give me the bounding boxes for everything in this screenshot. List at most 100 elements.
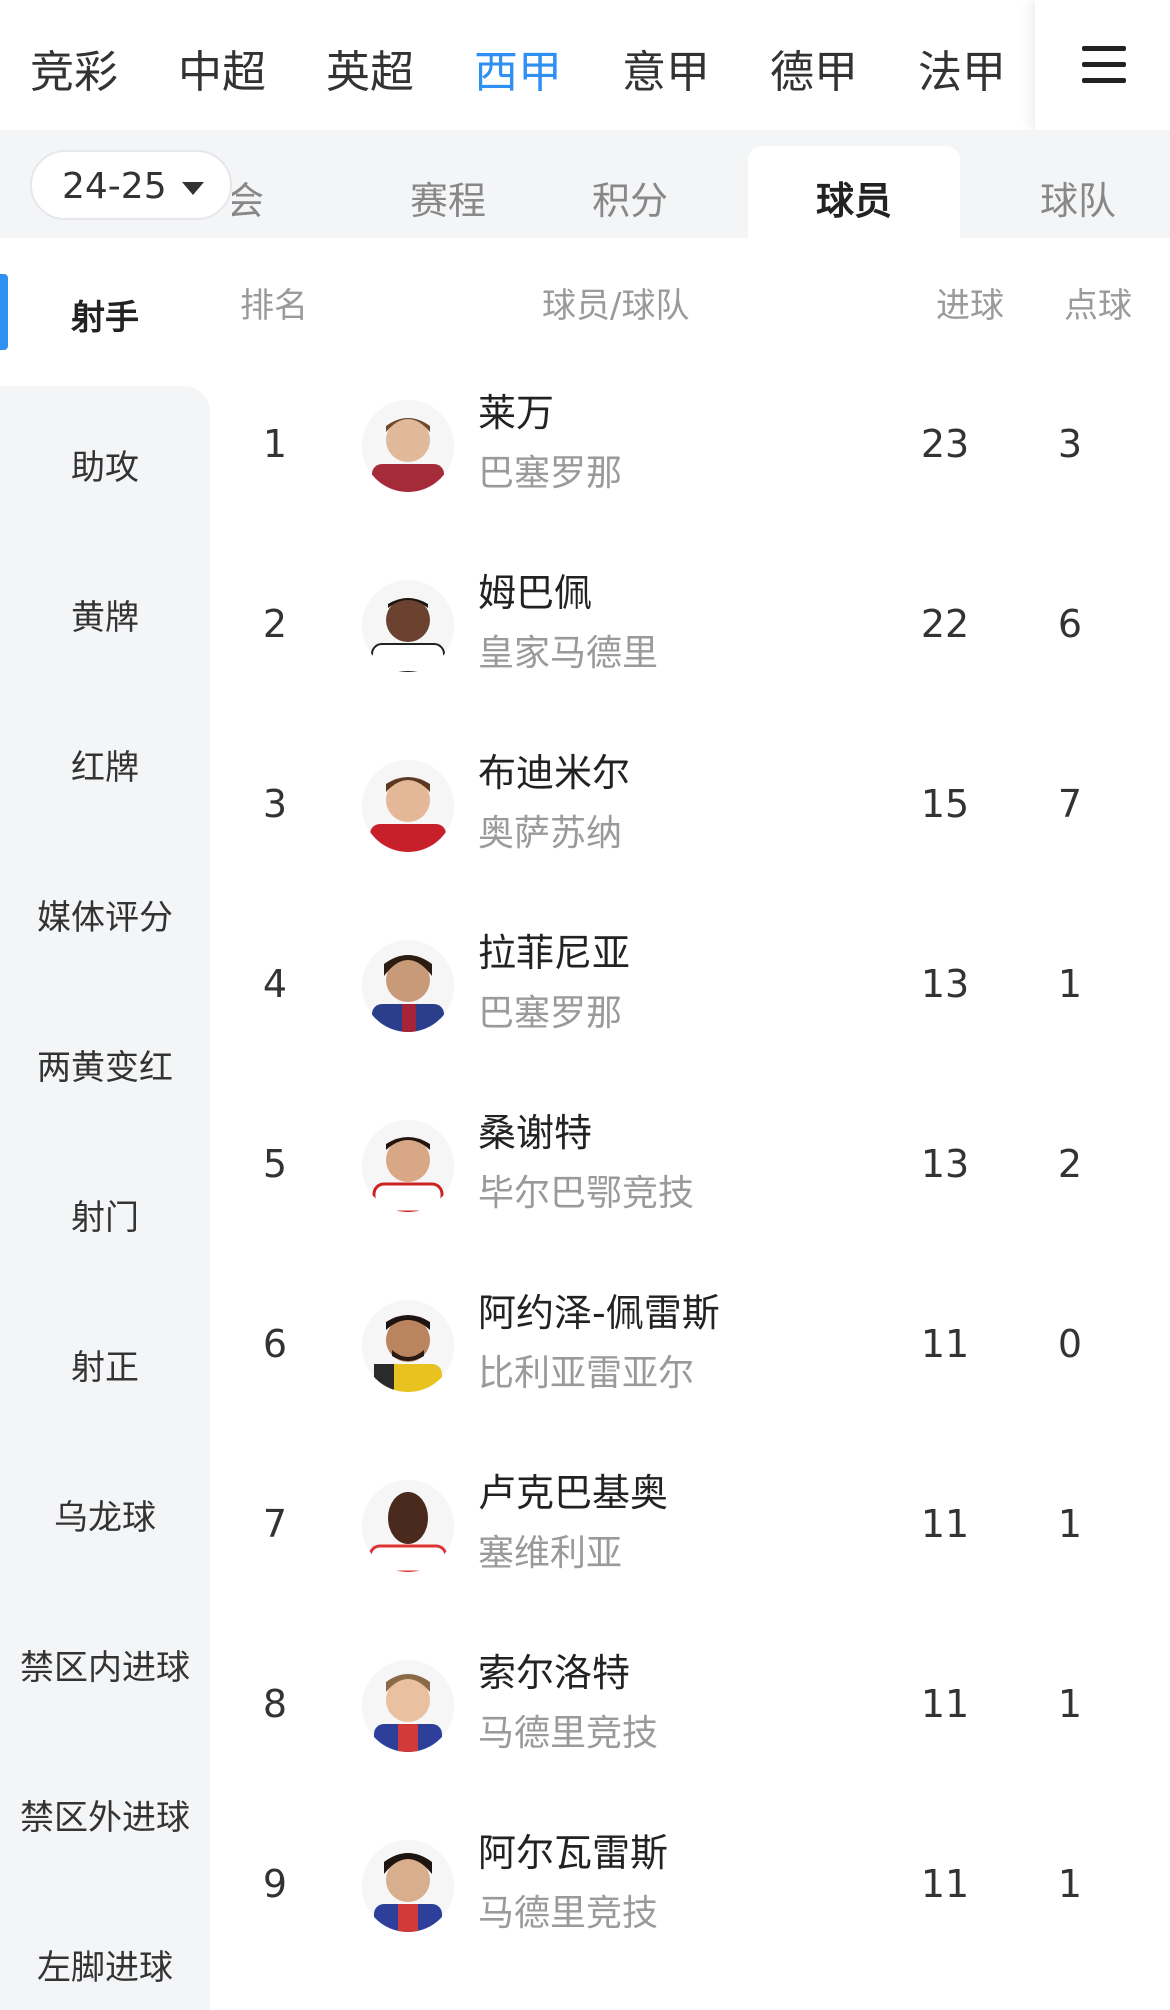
caret-down-icon bbox=[182, 182, 204, 195]
penalties-value: 1 bbox=[1057, 962, 1083, 1006]
penalties-value: 1 bbox=[1057, 1502, 1083, 1546]
penalties-value: 0 bbox=[1057, 1322, 1083, 1366]
player-team: 巴塞罗那 bbox=[478, 453, 623, 494]
player-name: 布迪米尔 bbox=[478, 751, 631, 795]
player-avatar bbox=[362, 940, 454, 1032]
season-selector[interactable]: 24-25 bbox=[30, 150, 232, 220]
player-avatar bbox=[362, 760, 454, 852]
player-name: 姆巴佩 bbox=[478, 571, 593, 615]
sidebar-item-own-goals[interactable]: 乌龙球 bbox=[54, 1498, 156, 1538]
hamburger-menu-icon bbox=[1082, 46, 1126, 84]
tab-schedule[interactable]: 赛程 bbox=[410, 179, 487, 223]
rank-value: 5 bbox=[262, 1142, 288, 1186]
goals-value: 11 bbox=[920, 1862, 970, 1906]
rank-value: 9 bbox=[262, 1862, 288, 1906]
player-avatar bbox=[362, 1300, 454, 1392]
sidebar-item-left-foot-goals[interactable]: 左脚进球 bbox=[37, 1948, 173, 1988]
goals-value: 11 bbox=[920, 1682, 970, 1726]
stat-category-sidebar: 射手 助攻 黄牌 红牌 媒体评分 两黄变红 射门 射正 乌龙球 禁区内进球 禁区… bbox=[0, 238, 210, 2010]
table-row[interactable]: 1 莱万 巴塞罗那 23 3 bbox=[210, 358, 1170, 538]
tab-players[interactable]: 球员 bbox=[816, 179, 893, 223]
sidebar-item-inside-box-goals[interactable]: 禁区内进球 bbox=[20, 1648, 190, 1688]
penalties-value: 7 bbox=[1057, 782, 1083, 826]
active-category-indicator bbox=[0, 274, 8, 350]
league-tab-bundesliga[interactable]: 德甲 bbox=[770, 47, 858, 98]
active-tab-background bbox=[748, 146, 960, 242]
sidebar-item-yellow-cards[interactable]: 黄牌 bbox=[71, 598, 139, 638]
sidebar-background bbox=[0, 386, 210, 2010]
player-name: 阿约泽-佩雷斯 bbox=[478, 1291, 720, 1335]
player-team: 马德里竞技 bbox=[478, 1713, 659, 1754]
goals-value: 13 bbox=[920, 1142, 970, 1186]
goals-value: 11 bbox=[920, 1502, 970, 1546]
player-team: 马德里竞技 bbox=[478, 1893, 659, 1934]
goals-value: 23 bbox=[920, 422, 970, 466]
player-avatar bbox=[362, 1480, 454, 1572]
tab-teams[interactable]: 球队 bbox=[1040, 179, 1117, 223]
header-goals: 进球 bbox=[936, 286, 1004, 326]
player-name: 阿尔瓦雷斯 bbox=[478, 1831, 669, 1875]
player-avatar bbox=[362, 1120, 454, 1212]
sidebar-item-shots[interactable]: 射门 bbox=[71, 1198, 139, 1238]
sidebar-item-outside-box-goals[interactable]: 禁区外进球 bbox=[20, 1798, 190, 1838]
league-tab-laliga[interactable]: 西甲 bbox=[474, 47, 562, 98]
penalties-value: 1 bbox=[1057, 1682, 1083, 1726]
sub-nav: 会 赛程 积分 球员 球队 24-25 bbox=[0, 130, 1170, 242]
player-name: 莱万 bbox=[478, 391, 555, 435]
table-row[interactable]: 2 姆巴佩 皇家马德里 22 6 bbox=[210, 538, 1170, 718]
penalties-value: 1 bbox=[1057, 1862, 1083, 1906]
goals-value: 11 bbox=[920, 1322, 970, 1366]
player-team: 比利亚雷亚尔 bbox=[478, 1353, 695, 1394]
table-row[interactable]: 5 桑谢特 毕尔巴鄂竞技 13 2 bbox=[210, 1078, 1170, 1258]
player-team: 塞维利亚 bbox=[478, 1533, 623, 1574]
rank-value: 4 bbox=[262, 962, 288, 1006]
penalties-value: 6 bbox=[1057, 602, 1083, 646]
league-tab-jingcai[interactable]: 竞彩 bbox=[30, 47, 118, 98]
table-row[interactable]: 9 阿尔瓦雷斯 马德里竞技 11 1 bbox=[210, 1798, 1170, 1978]
player-team: 毕尔巴鄂竞技 bbox=[478, 1173, 695, 1214]
tab-scroll-clip: 会 bbox=[232, 130, 272, 238]
player-avatar bbox=[362, 1840, 454, 1932]
table-row[interactable]: 3 布迪米尔 奥萨苏纳 15 7 bbox=[210, 718, 1170, 898]
league-tab-epl[interactable]: 英超 bbox=[326, 47, 414, 98]
rank-value: 1 bbox=[262, 422, 288, 466]
player-name: 拉菲尼亚 bbox=[478, 931, 631, 975]
goals-value: 15 bbox=[920, 782, 970, 826]
menu-button[interactable] bbox=[1035, 0, 1170, 130]
rank-value: 7 bbox=[262, 1502, 288, 1546]
goals-value: 13 bbox=[920, 962, 970, 1006]
goals-value: 22 bbox=[920, 602, 970, 646]
player-team: 巴塞罗那 bbox=[478, 993, 623, 1034]
penalties-value: 3 bbox=[1057, 422, 1083, 466]
season-label: 24-25 bbox=[62, 166, 167, 207]
table-row[interactable]: 8 索尔洛特 马德里竞技 11 1 bbox=[210, 1618, 1170, 1798]
rank-value: 3 bbox=[262, 782, 288, 826]
sidebar-item-red-cards[interactable]: 红牌 bbox=[71, 748, 139, 788]
player-name: 桑谢特 bbox=[478, 1111, 593, 1155]
sidebar-item-shots-on-target[interactable]: 射正 bbox=[71, 1348, 139, 1388]
table-row[interactable]: 6 阿约泽-佩雷斯 比利亚雷亚尔 11 0 bbox=[210, 1258, 1170, 1438]
tab-standings[interactable]: 积分 bbox=[592, 179, 669, 223]
table-row[interactable]: 7 卢克巴基奥 塞维利亚 11 1 bbox=[210, 1438, 1170, 1618]
player-avatar bbox=[362, 1660, 454, 1752]
sidebar-item-second-yellow[interactable]: 两黄变红 bbox=[37, 1048, 173, 1088]
player-avatar bbox=[362, 400, 454, 492]
player-team: 皇家马德里 bbox=[478, 633, 659, 674]
player-name: 卢克巴基奥 bbox=[478, 1471, 669, 1515]
league-tab-seriea[interactable]: 意甲 bbox=[622, 47, 710, 98]
header-rank: 排名 bbox=[240, 286, 308, 326]
sidebar-item-assists[interactable]: 助攻 bbox=[71, 448, 139, 488]
sidebar-item-media-rating[interactable]: 媒体评分 bbox=[37, 898, 173, 938]
rank-value: 6 bbox=[262, 1322, 288, 1366]
penalties-value: 2 bbox=[1057, 1142, 1083, 1186]
league-nav: 竞彩 中超 英超 西甲 意甲 德甲 法甲 bbox=[0, 0, 1170, 130]
league-tab-csl[interactable]: 中超 bbox=[178, 47, 266, 98]
player-name: 索尔洛特 bbox=[478, 1651, 631, 1695]
rank-value: 2 bbox=[262, 602, 288, 646]
header-player-team: 球员/球队 bbox=[542, 286, 690, 326]
sidebar-item-scorers[interactable]: 射手 bbox=[71, 298, 139, 338]
table-row[interactable]: 4 拉菲尼亚 巴塞罗那 13 1 bbox=[210, 898, 1170, 1078]
league-tab-ligue1[interactable]: 法甲 bbox=[918, 47, 1006, 98]
tab-league-partial[interactable]: 会 bbox=[232, 179, 265, 223]
player-avatar bbox=[362, 580, 454, 672]
